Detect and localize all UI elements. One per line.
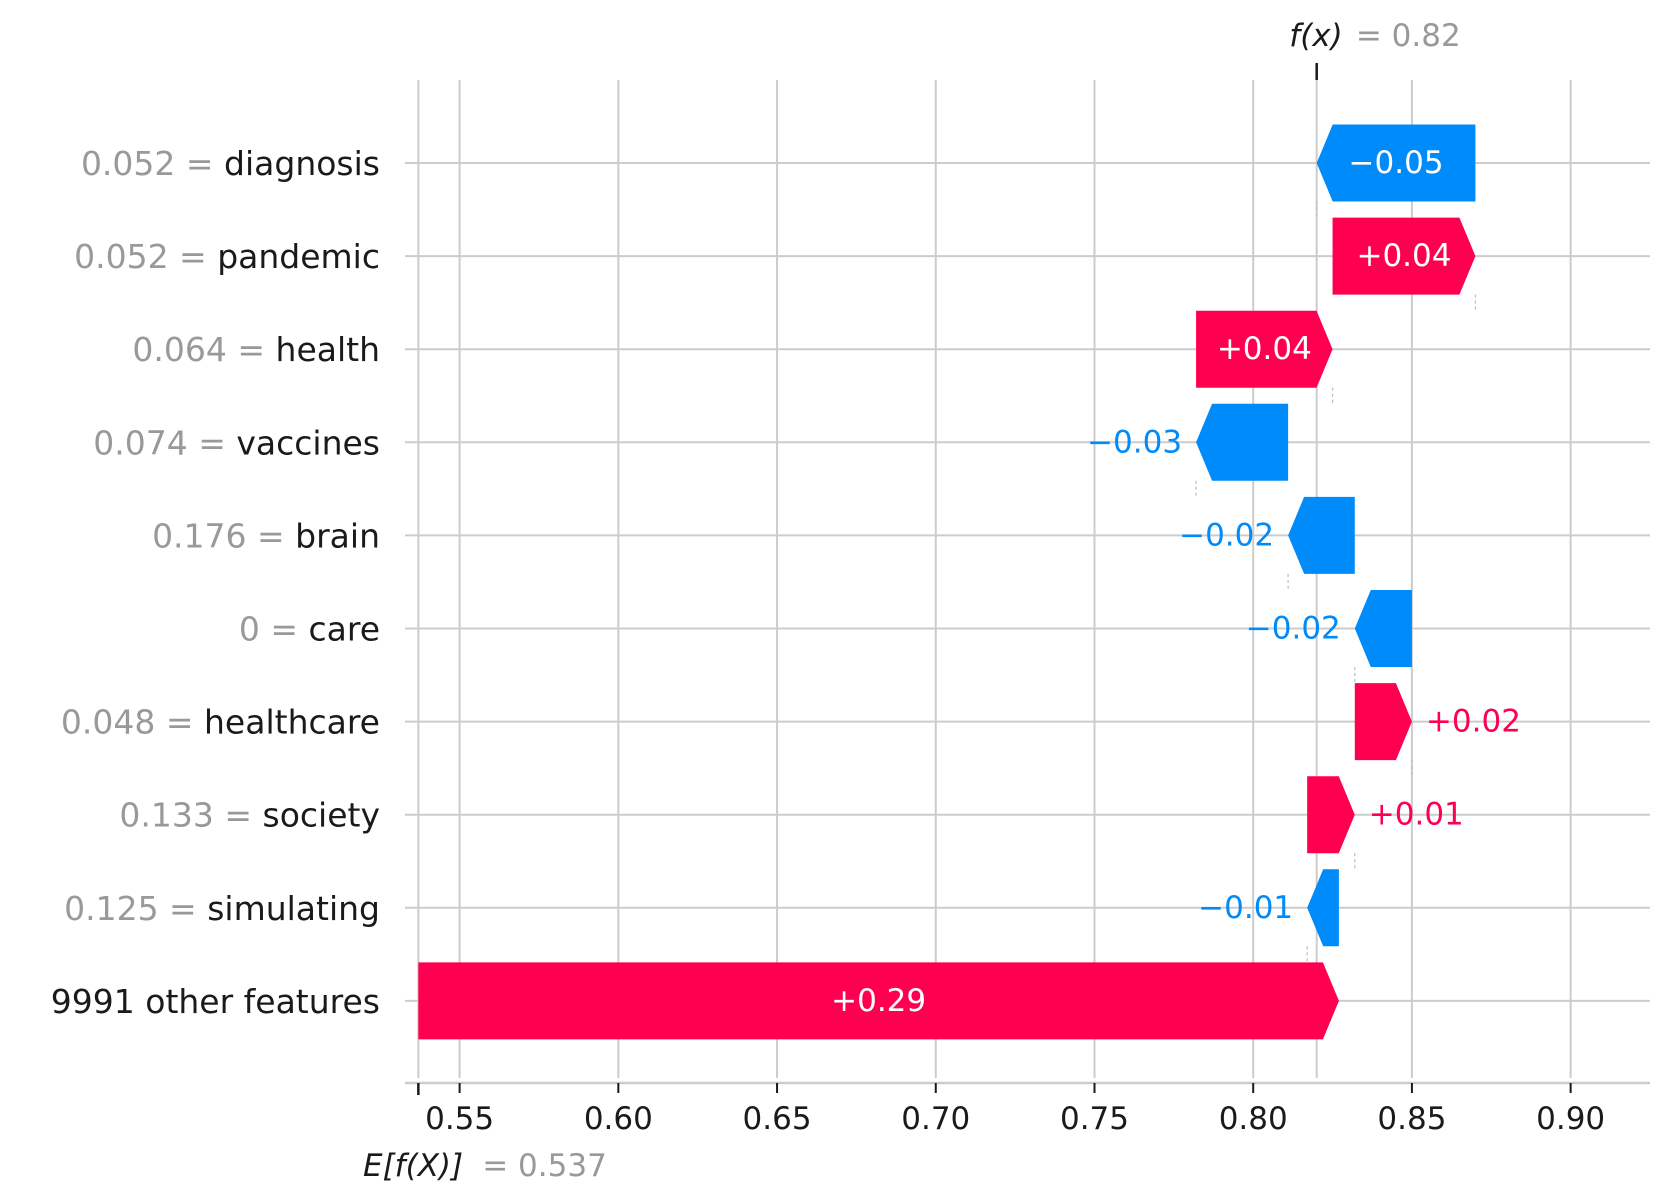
bar-healthcare — [1354, 683, 1412, 761]
feature-name: healthcare — [204, 702, 380, 741]
feature-name: pandemic — [217, 237, 380, 276]
x-tick-label: 0.55 — [425, 1101, 494, 1137]
bar-diagnosis — [1316, 124, 1476, 202]
grid-lines — [405, 80, 1650, 1078]
feature-label: 9991 other features — [51, 981, 380, 1020]
feature-value: 0.052 = — [74, 237, 217, 276]
feature-label: 0.176 = brain — [152, 516, 380, 555]
x-axis: 0.55 0.60 0.65 0.70 0.75 0.80 0.85 0.90 — [405, 1081, 1650, 1137]
feature-value: 0.048 = — [61, 702, 204, 741]
feature-value: 0 = — [239, 609, 309, 648]
x-tick-label: 0.80 — [1219, 1101, 1288, 1137]
feature-name: diagnosis — [224, 144, 380, 183]
bar-value-label: +0.04 — [1217, 331, 1312, 367]
bar-brain — [1288, 496, 1355, 574]
feature-name: simulating — [207, 888, 380, 927]
bar-value-label: −0.05 — [1349, 145, 1444, 181]
feature-value: 0.064 = — [132, 330, 275, 369]
bars: −0.05 +0.04 +0.04 −0.03 −0.02 −0.02 +0.02 +0.01… — [418, 124, 1521, 1040]
feature-value: 0.176 = — [152, 516, 295, 555]
x-tick-label: 0.85 — [1377, 1101, 1446, 1137]
bar-value-label: +0.29 — [831, 983, 926, 1019]
feature-label: 0.064 = health — [132, 330, 380, 369]
base-value-name: E[f(X)] — [363, 1148, 463, 1184]
feature-name: brain — [295, 516, 380, 555]
x-tick-label: 0.70 — [901, 1101, 970, 1137]
connector-lines — [1195, 201, 1477, 963]
feature-label: 0.052 = pandemic — [74, 237, 380, 276]
feature-value: 0.125 = — [64, 888, 207, 927]
bar-value-label: −0.03 — [1087, 424, 1182, 460]
svg-text:E[f(X)] = 0.537: E[f(X)] = 0.537 — [363, 1148, 607, 1184]
annotations: f(x) = 0.82 E[f(X)] = 0.537 — [363, 18, 1461, 1184]
base-value-text: = 0.537 — [482, 1148, 607, 1184]
feature-value: 0.074 = — [93, 423, 236, 462]
bar-pandemic — [1332, 217, 1476, 295]
feature-name: 9991 other features — [51, 981, 380, 1020]
bar-simulating — [1307, 869, 1339, 947]
bar-value-label: −0.02 — [1179, 517, 1274, 553]
bar-value-label: +0.01 — [1369, 797, 1464, 833]
bar-9991-other-features — [418, 962, 1339, 1040]
output-value-name: f(x) — [1289, 18, 1342, 54]
bar-health — [1196, 310, 1333, 388]
feature-value: 0.052 = — [81, 144, 224, 183]
x-tick-label: 0.90 — [1536, 1101, 1605, 1137]
output-value-text: = 0.82 — [1356, 18, 1461, 54]
feature-label: 0 = care — [239, 609, 380, 648]
bar-society — [1307, 776, 1355, 854]
svg-text:f(x) = 0.82: f(x) = 0.82 — [1289, 18, 1460, 54]
bar-value-label: +0.02 — [1426, 704, 1521, 740]
bar-value-label: −0.01 — [1198, 890, 1293, 926]
feature-name: care — [308, 609, 380, 648]
feature-name: vaccines — [236, 423, 380, 462]
bar-vaccines — [1196, 403, 1289, 481]
bar-value-label: −0.02 — [1246, 611, 1341, 647]
x-tick-label: 0.65 — [743, 1101, 812, 1137]
feature-label: 0.133 = society — [119, 795, 380, 834]
bar-value-label: +0.04 — [1356, 238, 1451, 274]
feature-value: 0.133 = — [119, 795, 262, 834]
feature-label: 0.074 = vaccines — [93, 423, 380, 462]
x-tick-label: 0.75 — [1060, 1101, 1129, 1137]
feature-name: health — [276, 330, 380, 369]
feature-name: society — [263, 795, 380, 834]
feature-label: 0.052 = diagnosis — [81, 144, 380, 183]
feature-label: 0.125 = simulating — [64, 888, 380, 927]
x-tick-label: 0.60 — [584, 1101, 653, 1137]
feature-label: 0.048 = healthcare — [61, 702, 380, 741]
bar-care — [1354, 590, 1412, 667]
